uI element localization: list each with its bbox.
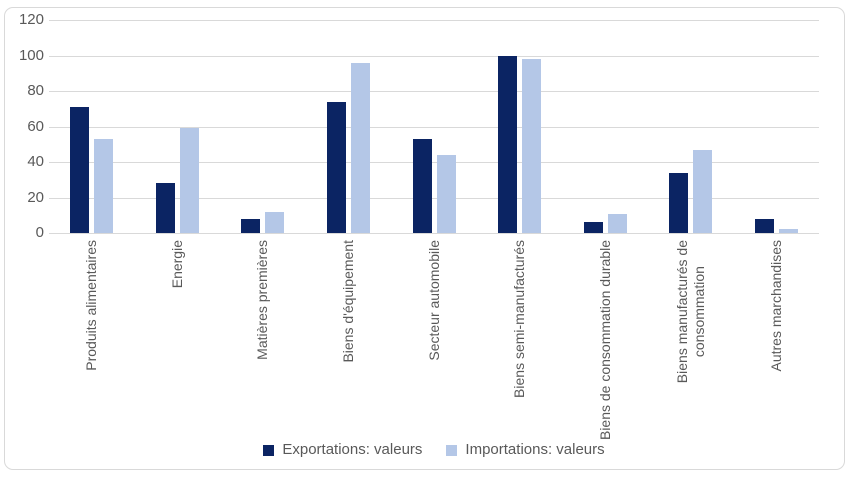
x-axis-category-label-text: Biens manufacturés de consommation: [673, 240, 707, 384]
y-axis-tick-label: 20: [27, 188, 44, 206]
bar-importations: [778, 228, 798, 233]
x-axis-category-label: Biens semi-manufacturés: [511, 240, 528, 462]
grid-line: [49, 20, 819, 21]
x-axis-category-label: Matières premières: [254, 240, 271, 462]
y-axis-tick-label: 0: [35, 224, 44, 241]
bar-importations: [693, 149, 713, 233]
legend-label: Exportations: valeurs: [282, 441, 423, 458]
legend-swatch-icon: [263, 444, 275, 456]
x-axis-category-label: Produits alimentaires: [83, 240, 100, 462]
bar-importations: [265, 211, 285, 233]
y-axis-tick-label: 120: [18, 11, 44, 28]
bar-exportations: [70, 107, 90, 233]
legend-item: Exportations: valeurs: [263, 441, 422, 458]
x-axis-category-label: Biens de consommation durable: [597, 240, 614, 462]
x-axis-category-label-text: Biens d'équipement: [339, 240, 356, 363]
bar-exportations: [412, 138, 432, 233]
bar-exportations: [326, 101, 346, 233]
x-axis-category-label-text: Matières premières: [254, 240, 271, 360]
bar-exportations: [583, 222, 603, 233]
bar-exportations: [155, 183, 175, 233]
x-axis-category-label: Energie: [169, 240, 186, 462]
bar-exportations: [669, 172, 689, 233]
y-axis-tick-label: 40: [27, 153, 44, 170]
x-axis-category-label: Secteur automobile: [426, 240, 443, 462]
y-axis-tick-label: 80: [27, 82, 44, 99]
x-axis-category-label-text: Biens de consommation durable: [596, 240, 613, 441]
grid-line: [49, 126, 819, 128]
bar-exportations: [754, 218, 774, 233]
bar-importations: [522, 59, 542, 233]
bar-importations: [607, 213, 627, 233]
bar-exportations: [498, 55, 518, 233]
x-axis-category-label-text: Autres marchandises: [767, 240, 784, 372]
grid-line: [49, 162, 819, 163]
chart-frame: [4, 7, 845, 470]
legend-label: Importations: valeurs: [465, 441, 605, 458]
x-axis-category-label: Biens manufacturés de consommation: [674, 240, 708, 462]
grid-line: [49, 91, 819, 92]
y-axis-tick-label: 100: [18, 46, 44, 64]
x-axis-category-label-text: Energie: [168, 240, 185, 289]
x-axis-category-label-text: Biens semi-manufacturés: [511, 240, 528, 398]
legend-item: Importations: valeurs: [446, 441, 605, 458]
x-axis-category-label: Biens d'équipement: [340, 240, 357, 462]
x-axis-category-label-text: Secteur automobile: [425, 240, 442, 361]
bar-importations: [94, 138, 114, 233]
x-axis-category-label: Autres marchandises: [768, 240, 785, 462]
grid-line: [49, 197, 819, 199]
y-axis-tick-label: 60: [27, 117, 44, 135]
x-axis-category-label-text: Produits alimentaires: [83, 240, 100, 371]
bar-exportations: [241, 218, 261, 233]
bar-importations: [179, 128, 199, 233]
bar-importations: [350, 62, 370, 233]
grid-line: [49, 55, 819, 57]
grid-line: [49, 233, 819, 234]
legend: Exportations: valeurs Importations: valeu…: [49, 441, 819, 458]
bar-importations: [436, 154, 456, 233]
legend-swatch-icon: [446, 444, 458, 456]
